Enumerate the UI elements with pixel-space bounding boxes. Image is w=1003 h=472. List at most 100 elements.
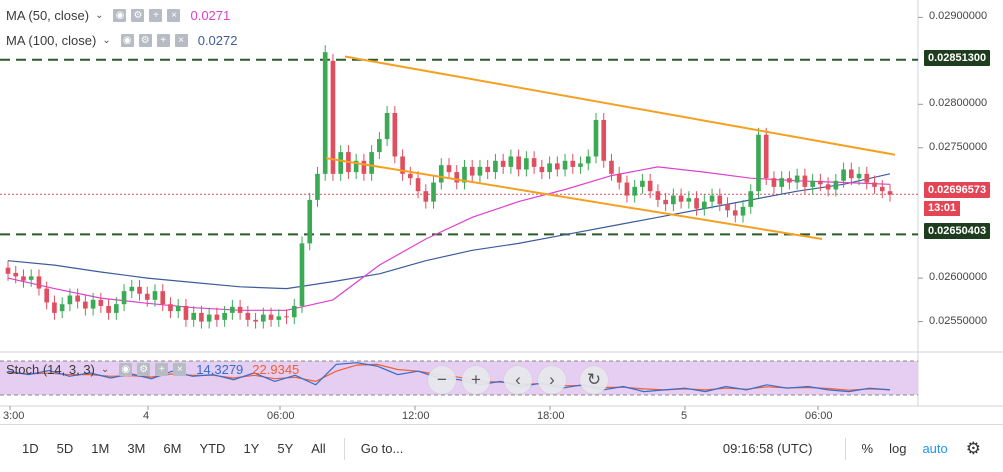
channel-upper-line [344, 55, 896, 156]
gear-icon[interactable]: ⚙ [965, 438, 981, 458]
candle-body [462, 166, 467, 183]
bottom-toolbar: 1D 5D 1M 3M 6M YTD 1Y 5Y All Go to... 09… [0, 424, 1003, 472]
ma50-legend[interactable]: MA (50, close) ⌄ ◉ ⚙ + × 0.0271 [6, 8, 230, 23]
candle-body [848, 169, 854, 179]
candle-body [841, 169, 846, 181]
candle-body [431, 182, 436, 202]
candle-body [701, 201, 707, 209]
ma100-label: MA (100, close) [6, 33, 97, 48]
candle-body [160, 291, 166, 305]
timeframe-6m[interactable]: 6M [163, 441, 182, 456]
timeframe-1m[interactable]: 1M [91, 441, 110, 456]
minus-icon: − [437, 370, 447, 389]
candle-body [44, 288, 50, 303]
eye-icon[interactable]: ◉ [113, 9, 127, 22]
candle-body [524, 158, 529, 170]
candle-body [377, 139, 382, 153]
candle-body [609, 160, 614, 174]
plus-icon[interactable]: + [155, 363, 169, 376]
axes [9, 406, 819, 410]
reset-icon: ↻ [586, 370, 602, 389]
current-price-tag: 0.02696573 [924, 182, 991, 198]
candle-body [454, 172, 460, 183]
candle-body [802, 175, 808, 187]
plus-icon[interactable]: + [149, 9, 163, 22]
candle-body [113, 304, 119, 313]
candle-body [663, 199, 668, 205]
time-label: 06:00 [267, 410, 295, 422]
candle-body [307, 199, 313, 244]
candle-body [13, 272, 19, 277]
candle-body [361, 160, 367, 174]
candle-body [601, 119, 607, 161]
candle-body [276, 316, 282, 320]
gear-icon[interactable]: ⚙ [138, 34, 152, 47]
candle-body [810, 180, 815, 187]
chevron-down-icon[interactable]: ⌄ [102, 35, 111, 46]
candle-body [671, 195, 676, 205]
candle-body [137, 286, 142, 294]
log-scale-toggle[interactable]: log [889, 441, 907, 456]
timeframe-ytd[interactable]: YTD [199, 441, 226, 456]
time-label: 5 [681, 410, 688, 422]
eye-icon[interactable]: ◉ [119, 363, 133, 376]
candle-body [872, 182, 877, 187]
timeframe-1d[interactable]: 1D [22, 441, 39, 456]
candle-body [253, 319, 258, 322]
close-icon[interactable]: × [167, 9, 181, 22]
timeframe-all[interactable]: All [311, 441, 326, 456]
candle-body [732, 210, 738, 216]
candle-body [67, 295, 73, 305]
gear-icon[interactable]: ⚙ [131, 9, 145, 22]
utc-clock[interactable]: 09:16:58 (UTC) [722, 441, 813, 456]
toolbar-divider [844, 437, 846, 460]
price-chart[interactable] [0, 0, 1003, 424]
candle-body [168, 304, 173, 312]
resistance-level-tag: 0.02851300 [924, 50, 991, 66]
reset-chart-button[interactable]: ↻ [580, 366, 608, 394]
candle-body [322, 52, 328, 174]
candle-body [624, 182, 630, 196]
percent-scale-toggle[interactable]: % [861, 441, 874, 456]
countdown-tag: 13:01 [924, 201, 961, 216]
candle-body [516, 156, 521, 170]
goto-button[interactable]: Go to... [360, 441, 404, 456]
close-icon[interactable]: × [173, 363, 187, 376]
candle-body [818, 180, 823, 185]
gear-icon[interactable]: ⚙ [137, 363, 151, 376]
candle-body [423, 191, 429, 202]
stoch-legend[interactable]: Stoch (14, 3, 3) ⌄ ◉ ⚙ + × 14.3279 22.93… [6, 362, 299, 377]
chevron-down-icon[interactable]: ⌄ [100, 364, 110, 375]
candle-body [763, 134, 769, 179]
scroll-right-button[interactable]: › [538, 366, 566, 394]
candle-body [106, 305, 111, 313]
candle-body [260, 314, 266, 322]
candle-body [369, 152, 374, 174]
candle-body [392, 112, 398, 157]
plus-icon[interactable]: + [156, 34, 170, 47]
timeframe-5d[interactable]: 5D [56, 441, 74, 456]
auto-scale-toggle[interactable]: auto [922, 441, 948, 456]
candle-body [144, 293, 150, 300]
price-tick-label: 0.02750000 [929, 140, 988, 153]
zoom-out-button[interactable]: − [428, 366, 456, 394]
zoom-in-button[interactable]: + [462, 366, 490, 394]
eye-icon[interactable]: ◉ [120, 34, 134, 47]
candle-body [237, 306, 243, 313]
candle-body [284, 316, 289, 318]
candle-body [469, 166, 475, 176]
ma100-legend[interactable]: MA (100, close) ⌄ ◉ ⚙ + × 0.0272 [6, 33, 237, 48]
timeframe-1y[interactable]: 1Y [243, 441, 260, 456]
candle-body [75, 295, 80, 302]
close-icon[interactable]: × [174, 34, 188, 47]
scroll-left-button[interactable]: ‹ [504, 366, 532, 394]
timeframe-3m[interactable]: 3M [127, 441, 146, 456]
candle-body [152, 291, 158, 300]
chevron-down-icon[interactable]: ⌄ [95, 10, 104, 21]
chevron-right-icon: › [549, 370, 555, 389]
candle-body [694, 198, 699, 209]
candle-body [825, 184, 831, 190]
candle-body [647, 180, 653, 192]
candle-body [315, 173, 320, 200]
timeframe-5y[interactable]: 5Y [277, 441, 294, 456]
